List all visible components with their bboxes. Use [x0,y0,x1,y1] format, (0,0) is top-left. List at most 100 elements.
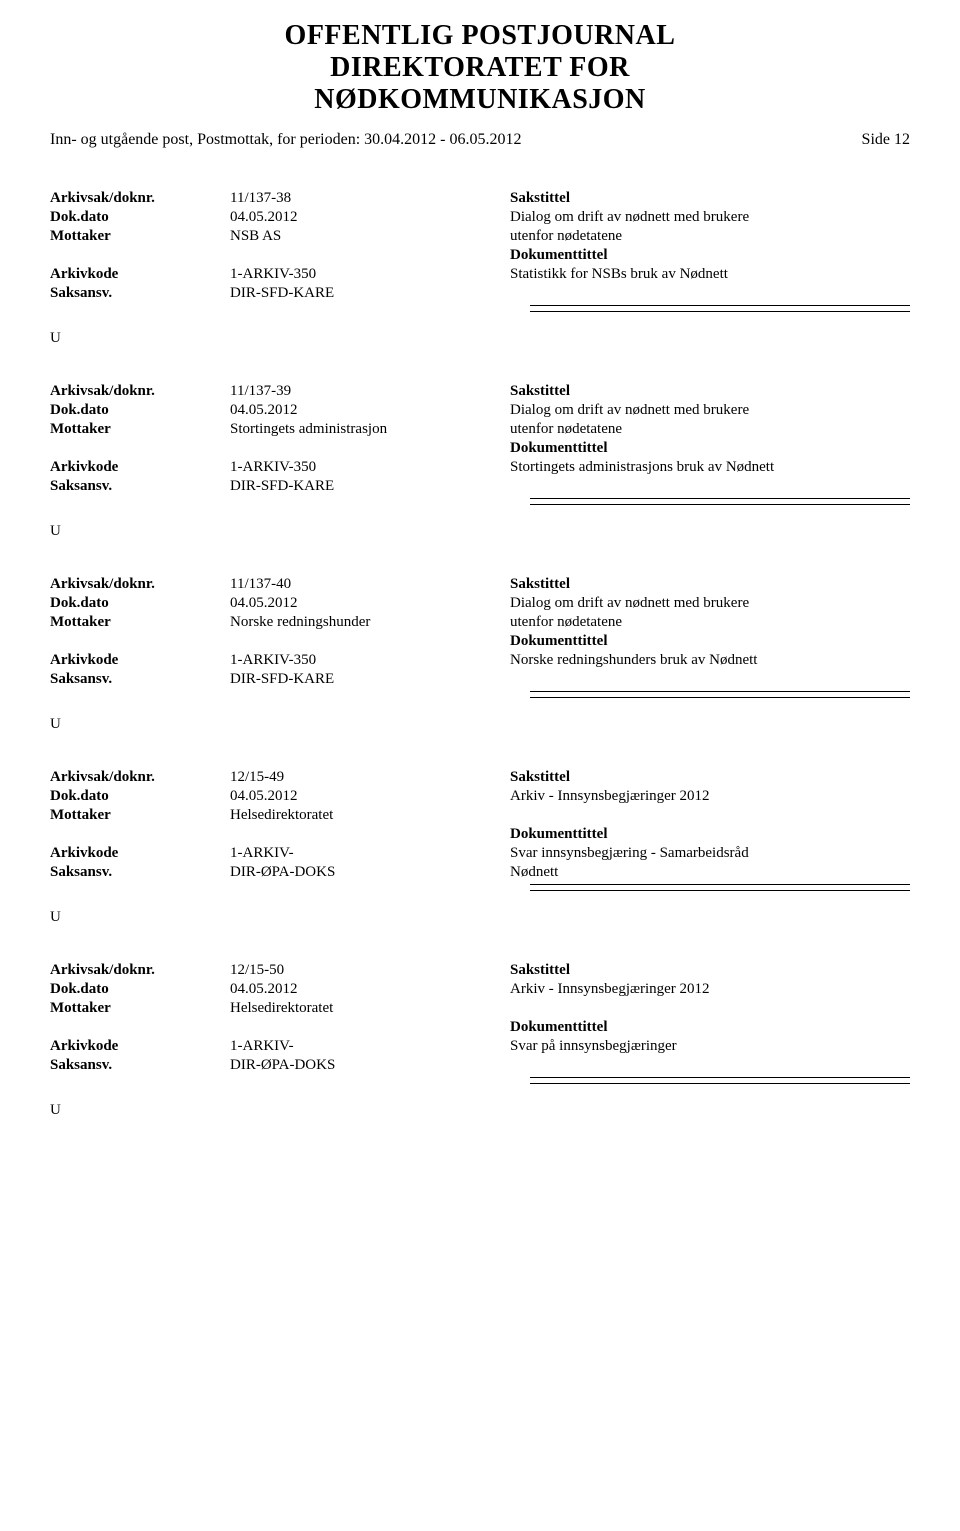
dokdato-label: Dok.dato [50,594,230,613]
arkivkode-value: 1-ARKIV-350 [230,265,510,284]
mottaker-label: Mottaker [50,420,230,439]
dokumenttittel-label: Dokumenttittel [510,632,910,651]
arkivkode-label: Arkivkode [50,844,230,863]
sakstittel-label: Sakstittel [510,189,910,208]
arkivsak-label: Arkivsak/doknr. [50,382,230,401]
mottaker-value: Helsedirektoratet [230,806,510,825]
sakstittel-label: Sakstittel [510,575,910,594]
divider [530,498,910,499]
journal-entry: Arkivsak/doknr. 11/137-40 Sakstittel Dok… [50,575,910,733]
saksansv-value: DIR-SFD-KARE [230,477,510,496]
divider [530,504,910,505]
dokumenttittel-label: Dokumenttittel [510,825,910,844]
dokumenttittel-text-2 [510,1056,910,1075]
dokumenttittel-label: Dokumenttittel [510,1018,910,1037]
dokumenttittel-text: Statistikk for NSBs bruk av Nødnett [510,265,910,284]
saksansv-label: Saksansv. [50,670,230,689]
entry-table: Arkivsak/doknr. 11/137-39 Sakstittel Dok… [50,382,910,496]
blank [50,246,230,265]
divider [530,311,910,312]
divider [530,697,910,698]
header-line-3: NØDKOMMUNIKASJON [50,84,910,116]
journal-entry: Arkivsak/doknr. 11/137-39 Sakstittel Dok… [50,382,910,540]
arkivkode-value: 1-ARKIV-350 [230,651,510,670]
dokdato-value: 04.05.2012 [230,594,510,613]
saksansv-value: DIR-ØPA-DOKS [230,863,510,882]
journal-entry: Arkivsak/doknr. 12/15-50 Sakstittel Dok.… [50,961,910,1119]
sakstittel-text: Arkiv - Innsynsbegjæringer 2012 [510,980,910,999]
saksansv-label: Saksansv. [50,1056,230,1075]
sakstittel-text: Arkiv - Innsynsbegjæringer 2012 [510,787,910,806]
header-line-1: OFFENTLIG POSTJOURNAL [50,20,910,52]
entry-table: Arkivsak/doknr. 11/137-40 Sakstittel Dok… [50,575,910,689]
dokdato-label: Dok.dato [50,208,230,227]
saksansv-value: DIR-ØPA-DOKS [230,1056,510,1075]
mottaker-label: Mottaker [50,999,230,1018]
arkivsak-label: Arkivsak/doknr. [50,575,230,594]
divider [530,305,910,306]
sakstittel-text-2: utenfor nødetatene [510,227,910,246]
dokdato-label: Dok.dato [50,980,230,999]
dokumenttittel-text-2 [510,477,910,496]
dokumenttittel-label: Dokumenttittel [510,439,910,458]
entry-table: Arkivsak/doknr. 12/15-50 Sakstittel Dok.… [50,961,910,1075]
sakstittel-label: Sakstittel [510,961,910,980]
saksansv-label: Saksansv. [50,863,230,882]
mottaker-value: NSB AS [230,227,510,246]
blank [230,632,510,651]
entry-type-marker: U [50,909,910,926]
dokumenttittel-text: Svar innsynsbegjæring - Samarbeidsråd [510,844,910,863]
blank [230,246,510,265]
dokdato-value: 04.05.2012 [230,401,510,420]
entry-table: Arkivsak/doknr. 11/137-38 Sakstittel Dok… [50,189,910,303]
divider [530,1083,910,1084]
blank [50,632,230,651]
blank [50,439,230,458]
mottaker-value: Stortingets administrasjon [230,420,510,439]
arkivkode-value: 1-ARKIV- [230,844,510,863]
dokdato-label: Dok.dato [50,401,230,420]
entry-type-marker: U [50,330,910,347]
dokdato-value: 04.05.2012 [230,208,510,227]
page-number: Side 12 [862,131,910,149]
subheader-text: Inn- og utgående post, Postmottak, for p… [50,131,522,149]
journal-entry: Arkivsak/doknr. 11/137-38 Sakstittel Dok… [50,189,910,347]
dokumenttittel-text: Stortingets administrasjons bruk av Nødn… [510,458,910,477]
saksansv-value: DIR-SFD-KARE [230,670,510,689]
divider [530,1077,910,1078]
header-line-2: DIREKTORATET FOR [50,52,910,84]
arkivsak-value: 11/137-39 [230,382,510,401]
sakstittel-text-2: utenfor nødetatene [510,420,910,439]
blank [230,439,510,458]
entry-type-marker: U [50,1102,910,1119]
blank [50,1018,230,1037]
arkivsak-label: Arkivsak/doknr. [50,961,230,980]
entry-type-marker: U [50,523,910,540]
sakstittel-text-2 [510,806,910,825]
dokumenttittel-label: Dokumenttittel [510,246,910,265]
mottaker-label: Mottaker [50,227,230,246]
blank [230,825,510,844]
blank [50,825,230,844]
blank [230,1018,510,1037]
dokumenttittel-text: Svar på innsynsbegjæringer [510,1037,910,1056]
sakstittel-label: Sakstittel [510,382,910,401]
sakstittel-text: Dialog om drift av nødnett med brukere [510,594,910,613]
sakstittel-label: Sakstittel [510,768,910,787]
mottaker-label: Mottaker [50,613,230,632]
arkivkode-label: Arkivkode [50,651,230,670]
arkivsak-label: Arkivsak/doknr. [50,768,230,787]
arkivsak-value: 11/137-38 [230,189,510,208]
dokumenttittel-text-2 [510,284,910,303]
sakstittel-text-2: utenfor nødetatene [510,613,910,632]
dokdato-value: 04.05.2012 [230,787,510,806]
saksansv-label: Saksansv. [50,284,230,303]
sakstittel-text-2 [510,999,910,1018]
arkivsak-value: 12/15-49 [230,768,510,787]
divider [530,884,910,885]
arkivsak-value: 11/137-40 [230,575,510,594]
mottaker-value: Helsedirektoratet [230,999,510,1018]
sakstittel-text: Dialog om drift av nødnett med brukere [510,208,910,227]
arkivsak-label: Arkivsak/doknr. [50,189,230,208]
journal-entry: Arkivsak/doknr. 12/15-49 Sakstittel Dok.… [50,768,910,926]
